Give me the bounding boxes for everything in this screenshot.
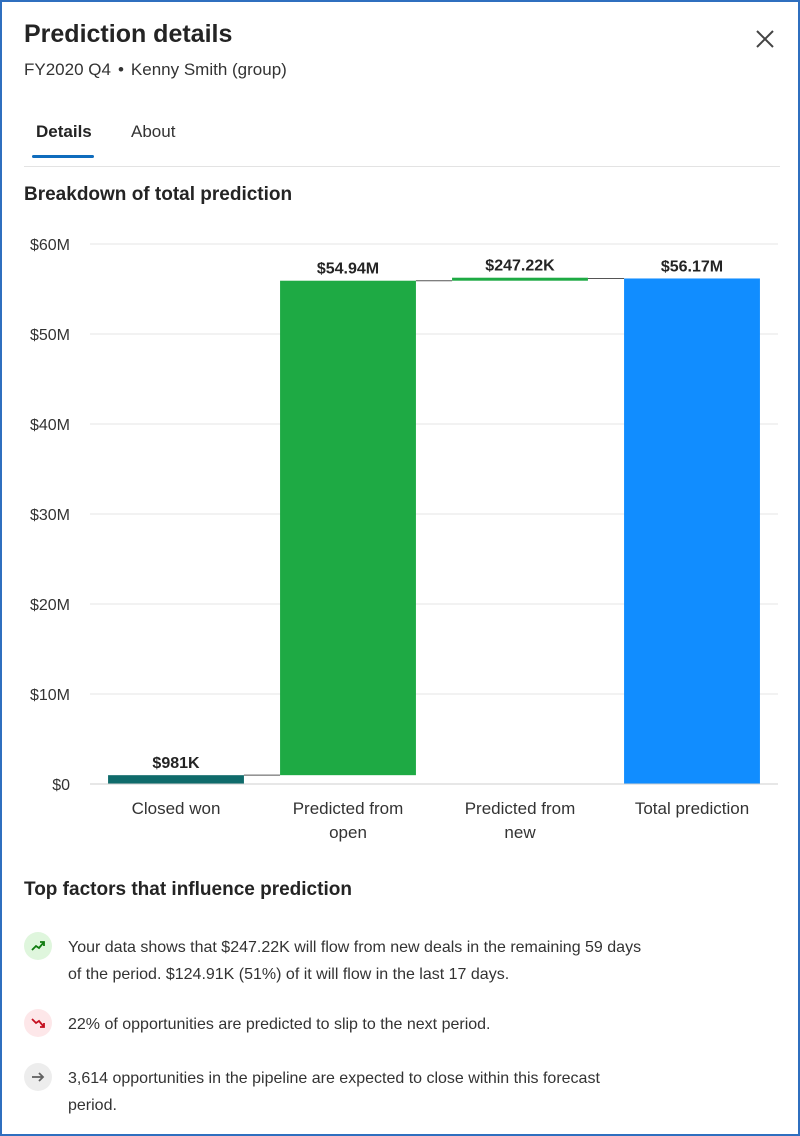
y-tick-label: $50M	[30, 327, 70, 344]
breakdown-chart: $0 $10M $20M $30M $40M $50M $60M $981K Closed wo…	[30, 237, 778, 842]
y-tick-label: $40M	[30, 417, 70, 434]
x-tick-label: new	[504, 823, 536, 842]
factor-text: Your data shows that $247.22K will flow …	[68, 934, 748, 988]
x-tick-label: Closed won	[132, 799, 221, 818]
factor-text-line: 3,614 opportunities in the pipeline are …	[68, 1070, 600, 1087]
chart-bar	[108, 775, 244, 784]
y-tick-label: $30M	[30, 507, 70, 524]
chart-bar	[452, 277, 588, 281]
data-label: $981K	[152, 755, 200, 772]
y-tick-label: $10M	[30, 687, 70, 704]
y-tick-label: $0	[52, 777, 70, 794]
data-label: $54.94M	[317, 261, 379, 278]
factor-text-line: of the period. $124.91K (51%) of it will…	[68, 966, 510, 983]
factor-text-line: 22% of opportunities are predicted to sl…	[68, 1016, 491, 1033]
panel-title: Prediction details	[24, 20, 233, 48]
breakdown-heading: Breakdown of total prediction	[24, 184, 293, 205]
trend-down-icon	[24, 1009, 52, 1037]
owner-label: Kenny Smith (group)	[130, 60, 287, 79]
data-label: $247.22K	[485, 258, 555, 275]
separator-dot: •	[117, 60, 124, 79]
x-tick-label: Predicted from	[465, 799, 576, 818]
close-icon[interactable]	[752, 26, 778, 52]
factor-text: 22% of opportunities are predicted to sl…	[68, 1011, 748, 1038]
factor-text-line: period.	[68, 1097, 117, 1114]
arrow-right-icon	[24, 1063, 52, 1091]
factors-heading: Top factors that influence prediction	[24, 879, 352, 900]
tab-bar: Details About	[24, 110, 780, 167]
panel-subtitle: FY2020 Q4 • Kenny Smith (group)	[24, 60, 287, 80]
period-label: FY2020 Q4	[24, 60, 111, 79]
chart-bar	[280, 280, 416, 776]
factor-text-line: Your data shows that $247.22K will flow …	[68, 939, 642, 956]
trend-up-icon	[24, 932, 52, 960]
y-tick-label: $60M	[30, 237, 70, 254]
x-tick-label: open	[329, 823, 367, 842]
tab-details[interactable]: Details	[32, 122, 94, 158]
y-tick-label: $20M	[30, 597, 70, 614]
data-label: $56.17M	[661, 258, 723, 275]
x-tick-label: Predicted from	[293, 799, 404, 818]
tab-about[interactable]: About	[131, 122, 176, 141]
chart-bar	[624, 278, 760, 784]
x-tick-label: Total prediction	[635, 799, 749, 818]
factor-text: 3,614 opportunities in the pipeline are …	[68, 1065, 748, 1119]
